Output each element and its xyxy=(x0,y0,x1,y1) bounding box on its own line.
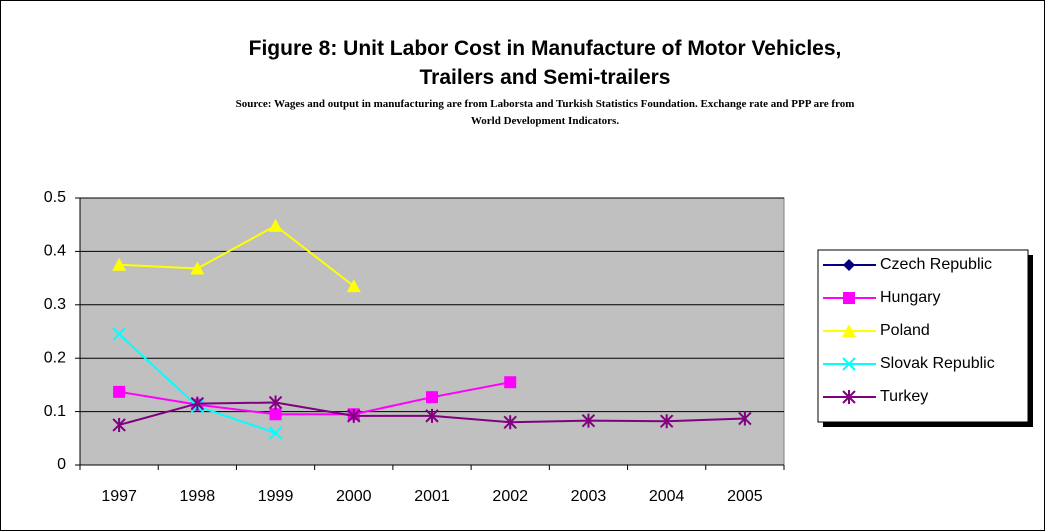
marker xyxy=(268,426,283,440)
marker xyxy=(843,259,855,271)
x-tick-label: 2005 xyxy=(727,488,763,505)
marker xyxy=(268,395,283,410)
y-tick-label: 0.1 xyxy=(44,403,66,420)
marker xyxy=(659,414,674,429)
marker xyxy=(269,408,282,421)
x-tick-label: 1998 xyxy=(180,488,216,505)
marker xyxy=(581,413,596,428)
marker xyxy=(503,415,517,430)
legend-label: Czech Republic xyxy=(880,256,992,273)
y-tick-label: 0.2 xyxy=(44,349,66,366)
marker xyxy=(347,408,361,423)
marker xyxy=(843,292,855,304)
legend-label: Hungary xyxy=(880,289,940,306)
marker xyxy=(112,327,126,341)
marker xyxy=(842,324,856,337)
marker xyxy=(112,417,126,432)
marker xyxy=(190,396,205,411)
x-tick-label: 1999 xyxy=(258,488,294,505)
marker xyxy=(346,279,361,293)
marker xyxy=(190,261,205,275)
marker xyxy=(426,391,438,404)
marker xyxy=(842,357,856,371)
y-tick-label: 0.4 xyxy=(44,243,66,260)
legend-label: Slovak Republic xyxy=(880,355,995,372)
x-tick-label: 2001 xyxy=(414,488,450,505)
marker xyxy=(842,390,856,404)
marker xyxy=(738,411,752,426)
y-tick-label: 0 xyxy=(57,456,66,473)
x-tick-label: 2004 xyxy=(649,488,685,505)
legend-label: Poland xyxy=(880,322,930,339)
marker xyxy=(268,218,283,232)
marker xyxy=(112,257,127,271)
chart-title: Figure 8: Unit Labor Cost in Manufacture… xyxy=(248,37,842,89)
plot-area xyxy=(79,197,785,466)
x-tick-label: 2003 xyxy=(571,488,607,505)
x-tick-label: 1997 xyxy=(101,488,137,505)
legend-label: Turkey xyxy=(880,388,928,405)
y-tick-label: 0.3 xyxy=(44,296,66,313)
x-tick-label: 2000 xyxy=(336,488,372,505)
marker xyxy=(504,376,517,389)
marker xyxy=(113,385,126,398)
series-line xyxy=(119,224,355,287)
y-tick-label: 0.5 xyxy=(44,189,66,206)
series-line xyxy=(118,381,511,416)
x-tick-label: 2002 xyxy=(492,488,528,505)
chart-subtitle: Source: Wages and output in manufacturin… xyxy=(235,98,855,127)
marker xyxy=(425,408,439,423)
